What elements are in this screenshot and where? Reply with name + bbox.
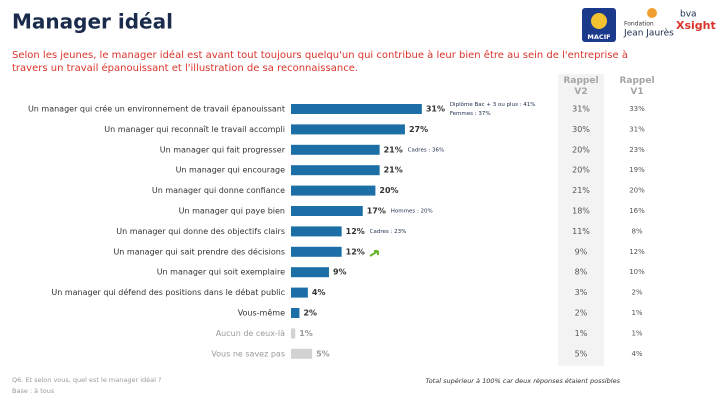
recall-value: 23% — [629, 146, 645, 154]
category-label: Un manager qui paye bien — [179, 207, 285, 216]
category-label: Vous ne savez pas — [211, 349, 285, 358]
note: Total supérieur à 100% car deux réponses… — [426, 377, 621, 385]
recall-value: 12% — [629, 248, 645, 256]
value-label: 12% — [346, 247, 365, 256]
category-label: Un manager qui reconnaît le travail acco… — [104, 125, 285, 134]
recall-value: 21% — [572, 186, 590, 195]
bar — [291, 124, 405, 135]
value-label: 27% — [409, 125, 428, 134]
value-label: 20% — [379, 186, 398, 195]
logo-text: Fondation — [624, 21, 654, 28]
recall-value: 1% — [631, 309, 642, 317]
chart-title: Manager idéal — [12, 10, 173, 34]
recall-value: 8% — [575, 268, 588, 277]
value-label: 12% — [346, 227, 365, 236]
bar — [291, 226, 342, 237]
annotation: Hommes : 20% — [391, 209, 433, 215]
recall-value: 9% — [575, 247, 588, 256]
recall-value: 1% — [631, 329, 642, 337]
bar — [291, 328, 296, 339]
value-label: 9% — [333, 268, 347, 277]
annotation: Femmes : 37% — [450, 111, 491, 117]
recall-value: 18% — [572, 207, 590, 216]
recall-value: 33% — [629, 105, 645, 113]
value-label: 4% — [312, 288, 326, 297]
recall-value: 19% — [629, 166, 645, 174]
recall-value: 10% — [629, 268, 645, 276]
bar — [291, 246, 342, 257]
recall-value: 11% — [572, 227, 590, 236]
value-label: 21% — [384, 145, 403, 154]
base: Base : à tous — [12, 387, 55, 395]
recall-value: 20% — [572, 145, 590, 154]
category-label: Un manager qui soit exemplaire — [157, 268, 285, 277]
annotation: Diplôme Bac + 3 ou plus : 41% — [450, 101, 536, 108]
value-label: 17% — [367, 207, 386, 216]
category-label: Vous-même — [238, 308, 285, 318]
bar — [291, 348, 313, 359]
annotation: Cadres : 23% — [370, 229, 407, 235]
bar — [291, 287, 308, 298]
subtitle: Selon les jeunes, le manager idéal est a… — [12, 50, 628, 74]
value-label: 1% — [299, 329, 313, 338]
annotation: Cadres : 36% — [408, 147, 445, 153]
value-label: 21% — [384, 166, 403, 175]
value-label: 2% — [303, 309, 317, 318]
category-label: Un manager qui donne confiance — [152, 186, 285, 195]
recall-value: 8% — [631, 227, 642, 235]
recall-value: 2% — [575, 309, 588, 318]
recall-value: 20% — [572, 166, 590, 175]
bar — [291, 104, 422, 114]
recall-value: 31% — [629, 125, 645, 133]
bar — [291, 206, 363, 216]
bar — [291, 144, 380, 155]
recall-value: 1% — [575, 329, 588, 338]
value-label: 5% — [316, 349, 330, 358]
value-label: 31% — [426, 105, 445, 114]
logo-mark — [591, 13, 607, 29]
recall-value: 30% — [572, 125, 590, 134]
category-label: Un manager qui crée un environnement de … — [28, 104, 285, 114]
column-shade — [558, 74, 604, 366]
recall-value: 31% — [572, 105, 590, 114]
recall-value: 2% — [631, 289, 642, 297]
category-label: Un manager qui défend des positions dans… — [51, 287, 285, 297]
column-header: Rappel V1 — [619, 76, 655, 97]
bar — [291, 308, 300, 318]
category-label: Un manager qui sait prendre des décision… — [113, 246, 285, 256]
category-label: Un manager qui fait progresser — [160, 145, 286, 154]
category-label: Aucun de ceux-là — [216, 329, 285, 338]
recall-value: 20% — [629, 187, 645, 195]
question: Q6. Et selon vous, quel est le manager i… — [12, 376, 161, 384]
category-label: Un manager qui donne des objectifs clair… — [116, 227, 285, 236]
recall-value: 16% — [629, 207, 645, 215]
logo-mark — [647, 8, 657, 18]
logo-text: bva — [680, 10, 697, 20]
logo-text: Jean Jaurès — [623, 28, 674, 39]
bar — [291, 185, 376, 196]
column-header: Rappel V2 — [563, 76, 599, 97]
logo-text: MACIF — [587, 33, 610, 41]
recall-value: 3% — [575, 288, 588, 297]
category-label: Un manager qui encourage — [176, 166, 286, 175]
trend-arrow — [369, 250, 379, 257]
logo-text: Xsight — [676, 19, 716, 32]
bar — [291, 267, 329, 278]
recall-value: 5% — [575, 349, 588, 358]
recall-value: 4% — [631, 350, 642, 358]
bar — [291, 165, 380, 176]
